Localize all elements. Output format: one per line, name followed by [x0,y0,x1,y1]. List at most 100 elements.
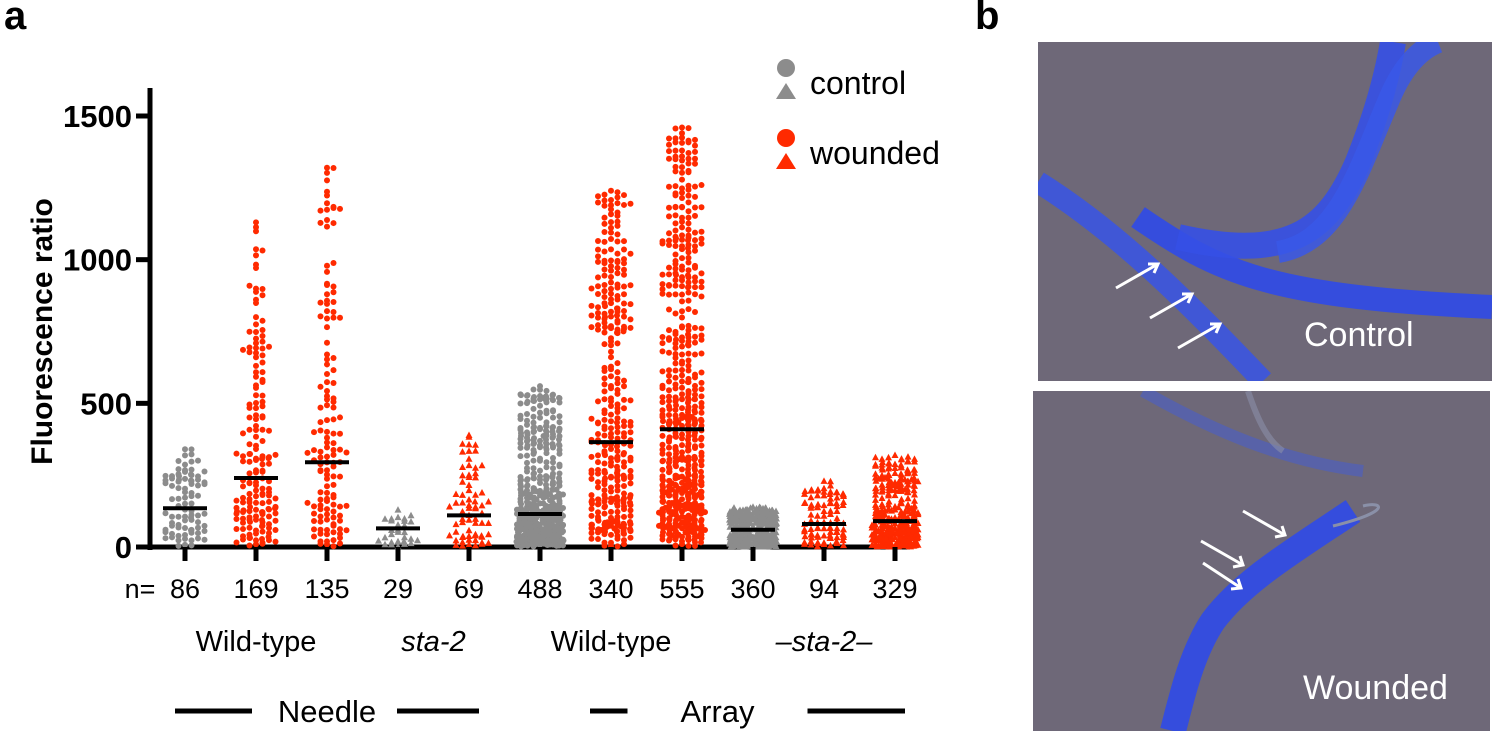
data-point-wounded [685,394,691,401]
data-point-control [556,394,562,401]
data-point-wounded [259,509,265,516]
data-point-wounded [659,334,666,341]
data-point-wounded [601,539,608,546]
data-point-wounded [253,288,259,295]
data-point-wounded [330,446,337,453]
data-point-control [521,526,528,533]
data-point-wounded [698,442,705,449]
data-point-wounded [330,440,337,447]
data-point-wounded [672,328,679,335]
data-point-wounded [324,379,330,386]
data-point-wounded [621,201,627,208]
data-point-control [727,536,734,543]
data-point-wounded [871,520,878,527]
data-point-wounded [679,124,685,131]
data-point-wounded [662,504,669,511]
data-point-wounded [820,488,828,495]
data-point-wounded [692,155,698,162]
data-point-wounded [589,525,595,532]
data-point-wounded [659,382,666,389]
data-point-wounded [324,200,330,207]
data-point-wounded [614,408,621,415]
data-point-control [543,464,550,471]
data-point-wounded [627,494,633,501]
data-point-wounded [621,537,627,544]
data-point-control [182,475,188,482]
data-point-wounded [685,272,691,279]
data-point-control [524,410,530,417]
data-point-control [556,428,562,435]
data-point-control [753,510,761,518]
data-point-wounded [689,502,695,509]
data-point-wounded [324,315,330,322]
data-point-wounded [253,362,259,369]
data-point-wounded [910,503,918,510]
data-point-wounded [814,512,821,519]
data-point-control [530,419,537,426]
data-point-wounded [662,524,669,531]
data-point-control [188,451,195,458]
data-point-wounded [826,499,834,507]
data-point-wounded [253,228,259,235]
data-point-wounded [698,284,705,291]
data-point-control [556,475,562,482]
data-point-wounded [698,182,705,189]
data-point-wounded [833,533,841,541]
data-point-wounded [621,238,627,245]
data-point-wounded [698,449,705,456]
data-point-wounded [685,421,691,428]
data-point-wounded [698,379,705,386]
data-point-wounded [666,183,672,190]
data-point-wounded [827,477,834,485]
data-point-control [400,537,408,545]
data-point-wounded [689,414,695,421]
data-point-wounded [685,125,692,132]
data-point-wounded [679,224,685,231]
data-point-wounded [672,344,679,351]
data-point-wounded [472,504,479,512]
data-point-control [524,417,530,424]
data-point-wounded [601,329,608,336]
data-point-wounded [682,456,689,463]
data-point-wounded [601,396,608,403]
data-point-wounded [465,473,473,481]
data-point-wounded [246,480,253,487]
data-point-wounded [246,524,253,531]
data-point-wounded [833,499,840,507]
data-point-control [530,413,537,420]
data-point-wounded [330,416,337,423]
data-point-wounded [675,419,682,426]
data-point-control [540,491,547,498]
data-point-wounded [885,471,893,479]
data-point-wounded [675,474,682,481]
data-point-wounded [465,532,473,540]
data-point-wounded [627,507,634,514]
data-point-control [169,513,175,520]
data-point-wounded [608,313,614,320]
data-point-wounded [682,487,689,494]
data-point-control [532,517,538,524]
data-point-wounded [608,446,614,453]
data-point-wounded [691,453,698,460]
data-point-control [381,540,389,548]
data-point-wounded [692,339,698,346]
data-point-wounded [259,528,266,535]
data-point-control [537,437,543,444]
data-point-wounded [814,539,822,546]
data-point-wounded [808,501,815,509]
data-point-control [516,515,523,522]
data-point-wounded [611,525,618,532]
data-point-wounded [324,291,330,298]
data-point-wounded [826,531,834,539]
data-point-wounded [685,267,692,274]
data-point-wounded [660,529,666,536]
data-point-wounded [266,513,272,520]
n-count: 488 [517,574,562,604]
data-point-wounded [666,155,672,162]
data-point-control [727,533,735,540]
data-point-wounded [595,398,601,405]
data-point-control [169,520,175,527]
data-point-wounded [337,512,343,519]
data-point-wounded [692,148,698,155]
data-point-control [518,500,524,507]
